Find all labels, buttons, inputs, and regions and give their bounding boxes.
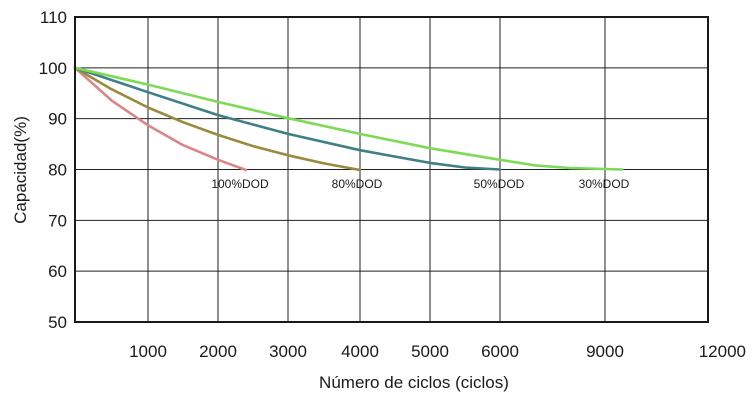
x-tick-label: 3000 bbox=[269, 342, 307, 361]
y-tick-label: 80 bbox=[48, 161, 67, 180]
x-tick-label: 4000 bbox=[341, 342, 379, 361]
series-line-80-DOD bbox=[73, 66, 362, 172]
series-line-50-DOD bbox=[73, 66, 502, 171]
x-tick-label: 9000 bbox=[586, 342, 624, 361]
y-tick-label: 60 bbox=[48, 262, 67, 281]
x-tick-label: 6000 bbox=[481, 342, 519, 361]
y-tick-labels: 50 60 70 80 90 100 110 bbox=[39, 8, 67, 332]
x-tick-label: 12000 bbox=[699, 342, 746, 361]
y-tick-label: 110 bbox=[40, 8, 67, 27]
y-axis-title: Capacidad(%) bbox=[11, 116, 30, 224]
series-line-30-DOD bbox=[73, 66, 624, 171]
x-axis-title: Número de ciclos (ciclos) bbox=[319, 373, 509, 392]
series-label: 80%DOD bbox=[332, 177, 383, 191]
grid bbox=[75, 17, 708, 322]
y-tick-label: 70 bbox=[48, 211, 67, 230]
series-label: 30%DOD bbox=[579, 177, 630, 191]
x-tick-label: 1000 bbox=[129, 342, 167, 361]
series-label: 50%DOD bbox=[474, 177, 525, 191]
y-tick-label: 50 bbox=[48, 313, 67, 332]
curves bbox=[73, 66, 624, 172]
series-line-100-DOD bbox=[73, 66, 248, 172]
series-label: 100%DOD bbox=[211, 177, 269, 191]
y-tick-label: 90 bbox=[48, 110, 67, 129]
series-labels: 100%DOD 80%DOD 50%DOD 30%DOD bbox=[211, 177, 629, 191]
x-tick-label: 5000 bbox=[411, 342, 449, 361]
x-tick-label: 2000 bbox=[199, 342, 237, 361]
y-tick-label: 100 bbox=[39, 59, 67, 78]
x-tick-labels: 1000 2000 3000 4000 5000 6000 9000 12000 bbox=[129, 342, 746, 361]
plot-frame bbox=[74, 16, 709, 323]
